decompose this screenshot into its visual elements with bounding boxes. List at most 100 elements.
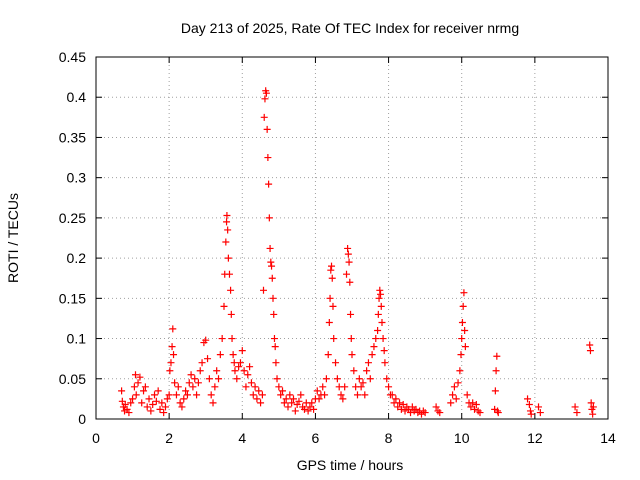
data-point (165, 391, 173, 399)
data-point (268, 262, 276, 270)
data-point (161, 403, 169, 411)
data-point (286, 391, 294, 399)
data-point (202, 336, 210, 344)
data-point (205, 375, 213, 383)
data-point (414, 409, 422, 417)
x-tick-label: 0 (92, 430, 100, 446)
data-point (187, 371, 195, 379)
data-point (273, 375, 281, 383)
data-point (344, 250, 352, 258)
data-point (140, 387, 148, 395)
x-tick-label: 2 (165, 430, 173, 446)
data-point (269, 294, 277, 302)
data-point (457, 351, 465, 359)
data-point (215, 375, 223, 383)
data-point (417, 410, 425, 418)
data-point (158, 399, 166, 407)
data-point (259, 286, 267, 294)
data-point (408, 403, 416, 411)
data-point (381, 359, 389, 367)
data-point (225, 270, 233, 278)
y-tick-label: 0.1 (67, 331, 87, 347)
data-point (476, 409, 484, 417)
data-point (246, 363, 254, 371)
data-point (527, 410, 535, 418)
data-point (258, 391, 266, 399)
data-point (247, 379, 255, 387)
data-point (193, 391, 201, 399)
data-point (324, 351, 332, 359)
data-point (149, 401, 157, 409)
data-point (333, 375, 341, 383)
data-point (255, 387, 263, 395)
data-point (493, 352, 501, 360)
data-point (223, 211, 231, 219)
data-point (474, 407, 482, 415)
data-point (271, 343, 279, 351)
x-axis-label: GPS time / hours (297, 457, 404, 473)
data-point (379, 335, 387, 343)
data-point (216, 351, 224, 359)
x-tick-label: 6 (312, 430, 320, 446)
data-point (231, 367, 239, 375)
data-point (341, 383, 349, 391)
data-point (407, 409, 415, 417)
data-point (332, 359, 340, 367)
data-point (364, 359, 372, 367)
data-point (494, 409, 502, 417)
data-point (160, 409, 168, 417)
data-point (401, 407, 409, 415)
data-point (167, 359, 175, 367)
data-point (322, 375, 330, 383)
data-point (344, 244, 352, 252)
data-point (586, 341, 594, 349)
grid-lines (96, 57, 608, 419)
data-point (198, 359, 206, 367)
data-point (363, 367, 371, 375)
data-point (361, 391, 369, 399)
data-point (261, 95, 269, 103)
data-point (263, 125, 271, 133)
data-point (156, 405, 164, 413)
x-tick-label: 12 (527, 430, 543, 446)
data-point (267, 258, 275, 266)
data-point (492, 367, 500, 375)
data-point (587, 399, 595, 407)
x-tick-label: 14 (600, 430, 616, 446)
data-point (207, 391, 215, 399)
data-point (228, 335, 236, 343)
data-point (291, 407, 299, 415)
data-point (449, 391, 457, 399)
axis-ticks: 0 2 4 6 8 10 12 14 0 0.05 0.1 0.15 0.2 0.25 0.3 0.35 0.4… (59, 49, 616, 446)
data-point (330, 335, 338, 343)
data-point (526, 407, 534, 415)
data-point (213, 367, 221, 375)
data-point (454, 379, 462, 387)
data-point (372, 335, 380, 343)
data-point (295, 397, 303, 405)
data-point (270, 335, 278, 343)
data-point (222, 238, 230, 246)
data-point (233, 375, 241, 383)
data-point (524, 395, 532, 403)
y-tick-label: 0.45 (59, 49, 86, 65)
data-point (343, 270, 351, 278)
data-point (163, 395, 171, 403)
data-point (272, 359, 280, 367)
data-point (347, 335, 355, 343)
data-point (127, 399, 135, 407)
data-point (456, 367, 464, 375)
y-tick-label: 0.4 (67, 89, 87, 105)
data-point (350, 367, 358, 375)
data-point (374, 310, 382, 318)
data-point (284, 403, 292, 411)
data-point (289, 395, 297, 403)
data-point (194, 379, 202, 387)
data-point (129, 395, 137, 403)
data-point (236, 359, 244, 367)
data-point (434, 407, 442, 415)
data-point (154, 387, 162, 395)
data-point (306, 403, 314, 411)
data-point (419, 407, 427, 415)
